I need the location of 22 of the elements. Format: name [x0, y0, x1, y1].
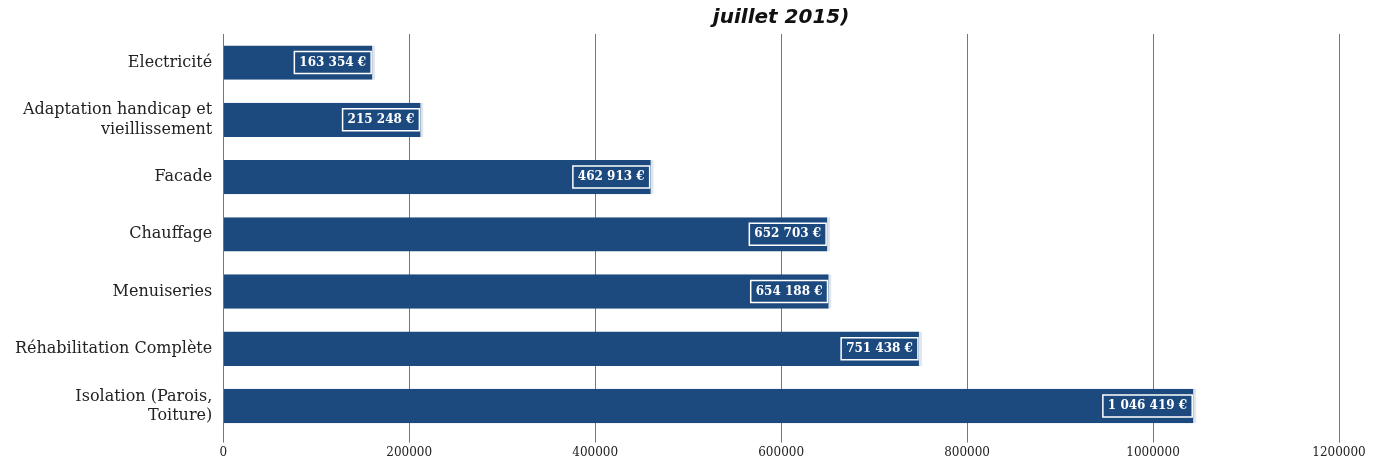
y-tick-label: Facade [154, 166, 213, 186]
x-tick-label: 0 [219, 444, 228, 459]
y-tick-label: Menuiseries [112, 280, 213, 300]
data-label: 163 354 € [299, 54, 367, 69]
y-tick-label: Adaptation handicap et vieillissement [21, 99, 213, 138]
x-tick-label: 600000 [758, 444, 805, 459]
x-tick-label: 1200000 [1312, 444, 1366, 459]
x-tick-label: 200000 [386, 444, 433, 459]
data-label: 751 438 € [846, 340, 913, 355]
x-tick-label: 1000000 [1126, 444, 1180, 459]
data-label: 654 188 € [755, 283, 823, 298]
chart-title: juillet 2015) [709, 4, 850, 29]
y-tick-label: Chauffage [129, 223, 213, 243]
y-tick-label: Electricité [127, 51, 213, 71]
data-label: 1 046 419 € [1107, 398, 1188, 413]
y-tick-label: Réhabilitation Complète [15, 337, 213, 357]
data-label: 652 703 € [754, 226, 822, 241]
data-label: 462 913 € [577, 169, 645, 184]
data-label: 215 248 € [347, 111, 415, 126]
x-tick-label: 400000 [572, 444, 619, 459]
x-tick-label: 800000 [944, 444, 990, 459]
y-tick-label: Isolation (Parois, Toiture) [75, 385, 213, 424]
